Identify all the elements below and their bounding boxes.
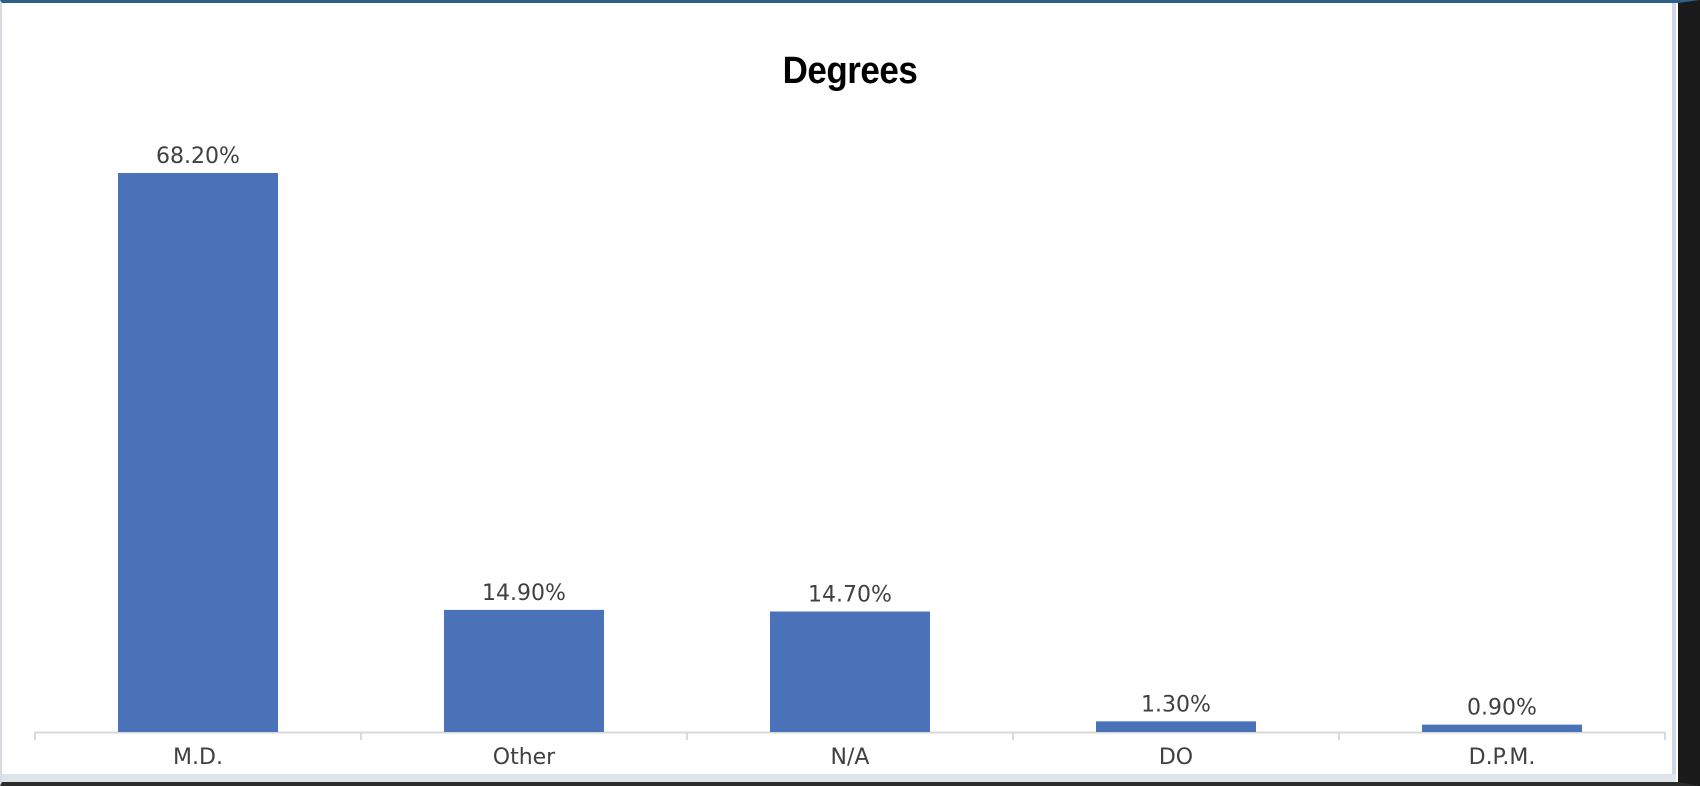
data-label: 1.30%	[1141, 692, 1211, 717]
data-label: 68.20%	[156, 144, 240, 169]
frame-bottom-strip	[2, 774, 1676, 782]
bar-n-a	[770, 611, 930, 732]
x-tick-label: M.D.	[173, 745, 223, 770]
frame-inner-edge	[1672, 3, 1676, 781]
bar-m-d	[118, 173, 278, 732]
chart-title: Degrees	[782, 50, 918, 92]
x-tick-label: N/A	[831, 745, 870, 770]
x-tick-label: D.P.M.	[1469, 745, 1536, 770]
data-label: 0.90%	[1467, 696, 1537, 721]
data-label: 14.70%	[808, 583, 892, 608]
bar-do	[1096, 721, 1256, 732]
bar-other	[444, 609, 604, 732]
bar-d-p-m	[1422, 724, 1582, 732]
data-label: 14.90%	[482, 581, 566, 606]
x-tick-label: DO	[1159, 745, 1193, 770]
x-tick-label: Other	[493, 745, 556, 770]
